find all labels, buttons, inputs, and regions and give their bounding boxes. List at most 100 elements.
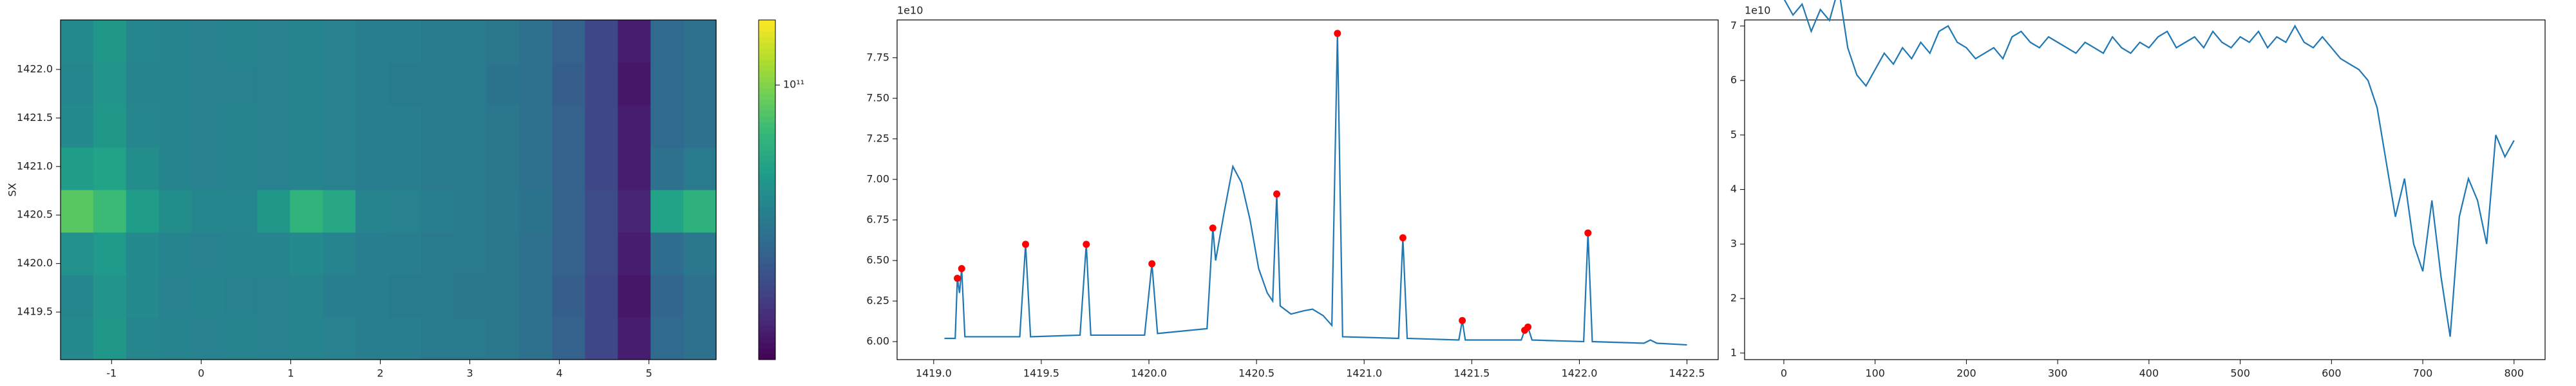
heatmap-cell	[552, 105, 585, 148]
heatmap-cell	[683, 232, 717, 275]
heatmap-cell	[158, 105, 193, 148]
colorbar-swatch	[759, 172, 775, 179]
heatmap-cell	[453, 275, 488, 318]
heatmap-cell	[224, 105, 258, 148]
heatmap-cell	[191, 190, 225, 233]
heatmap-cell	[650, 317, 684, 360]
heatmap-cell	[683, 105, 717, 148]
heatmap-cell	[257, 232, 290, 275]
heatmap-cell	[126, 232, 160, 275]
colorbar-swatch	[759, 178, 775, 185]
heatmap-cell	[388, 147, 422, 190]
colorbar-swatch	[759, 269, 775, 275]
colorbar-swatch	[759, 275, 775, 281]
colorbar-swatch	[759, 308, 775, 315]
heatmap-cell	[388, 275, 422, 318]
heatmap-cell	[323, 20, 356, 63]
heatmap-cell	[257, 317, 290, 360]
y-tick-label: 1421.5	[17, 111, 53, 124]
x-tick-label: 400	[2139, 367, 2159, 380]
heatmap-cell	[486, 62, 520, 106]
colorbar-swatch	[759, 212, 775, 219]
colorbar-swatch	[759, 314, 775, 320]
x-tick-label: 1419.5	[1023, 367, 1059, 380]
colorbar-swatch	[759, 150, 775, 156]
heatmap-cell	[453, 62, 488, 106]
heatmap-cell	[290, 317, 323, 360]
y-tick-label: 1420.5	[17, 208, 53, 221]
heatmap-cell	[290, 232, 323, 275]
data-line	[944, 33, 1687, 346]
heatmap-cell	[618, 190, 651, 233]
heatmap-cell	[453, 317, 488, 360]
heatmap-cell	[355, 232, 389, 275]
heatmap-cell	[519, 275, 553, 318]
colorbar-swatch	[759, 190, 775, 196]
x-tick-label: 1421.5	[1454, 367, 1490, 380]
heatmap-cell	[421, 105, 455, 148]
colorbar-swatch	[759, 71, 775, 77]
colorbar-swatch	[759, 207, 775, 213]
heatmap-cell	[618, 232, 651, 275]
peak-marker	[1459, 317, 1466, 324]
heatmap-cell	[257, 275, 290, 318]
heatmap-cell	[585, 190, 618, 233]
heatmap-cell	[191, 105, 225, 148]
heatmap-cell	[191, 275, 225, 318]
heatmap-cell	[224, 190, 258, 233]
colorbar-swatch	[759, 105, 775, 111]
heatmap-cell	[388, 232, 422, 275]
heatmap-cell	[388, 105, 422, 148]
heatmap-cell	[421, 62, 455, 106]
heatmap-cell	[650, 190, 684, 233]
heatmap-cell	[355, 105, 389, 148]
heatmap-cell	[486, 317, 520, 360]
offset-label: 1e10	[1745, 5, 1770, 17]
heatmap-cell	[421, 275, 455, 318]
peak-marker	[1273, 190, 1281, 198]
peak-marker	[1083, 241, 1090, 248]
colorbar-swatch	[759, 42, 775, 49]
heatmap-cell	[257, 20, 290, 63]
colorbar-swatch	[759, 342, 775, 349]
colorbar-swatch	[759, 65, 775, 71]
heatmap-cell	[257, 190, 290, 233]
heatmap-cell	[61, 147, 94, 190]
heatmap-cell	[191, 317, 225, 360]
y-tick-label: 7.00	[866, 172, 889, 185]
colorbar-swatch	[759, 320, 775, 326]
heatmap-cell	[486, 275, 520, 318]
heatmap-cell	[224, 20, 258, 63]
heatmap-cell	[421, 190, 455, 233]
heatmap-cell	[519, 232, 553, 275]
heatmap-cell	[61, 62, 94, 106]
x-tick-label: 4	[556, 367, 563, 380]
y-tick-label: 1421.0	[17, 160, 53, 172]
heatmap-cell	[552, 232, 585, 275]
heatmap-cell	[257, 147, 290, 190]
peak-marker	[958, 265, 965, 273]
heatmap-cell	[683, 190, 717, 233]
heatmap-cell	[93, 105, 127, 148]
peak-marker	[1334, 30, 1341, 37]
heatmap-cell	[323, 232, 356, 275]
colorbar-swatch	[759, 37, 775, 43]
colorbar-swatch	[759, 59, 775, 66]
heatmap-cell	[61, 232, 94, 275]
x-tick-label: 1422.0	[1561, 367, 1597, 380]
y-tick-label: 1419.5	[17, 306, 53, 318]
heatmap-cell	[290, 20, 323, 63]
axes-frame	[1744, 19, 2546, 360]
y-tick-label: 6.75	[866, 213, 889, 225]
colorbar-swatch	[759, 110, 775, 117]
colorbar-swatch	[759, 127, 775, 134]
x-tick-label: 700	[2413, 367, 2433, 380]
heatmap-cell	[453, 190, 488, 233]
x-tick-label: 100	[1865, 367, 1885, 380]
y-tick-label: 6	[1730, 74, 1737, 86]
y-tick-label: 1422.0	[17, 62, 53, 75]
heatmap-cell	[453, 105, 488, 148]
heatmap-cell	[388, 317, 422, 360]
colorbar-swatch	[759, 326, 775, 332]
heatmap-cell	[486, 190, 520, 233]
